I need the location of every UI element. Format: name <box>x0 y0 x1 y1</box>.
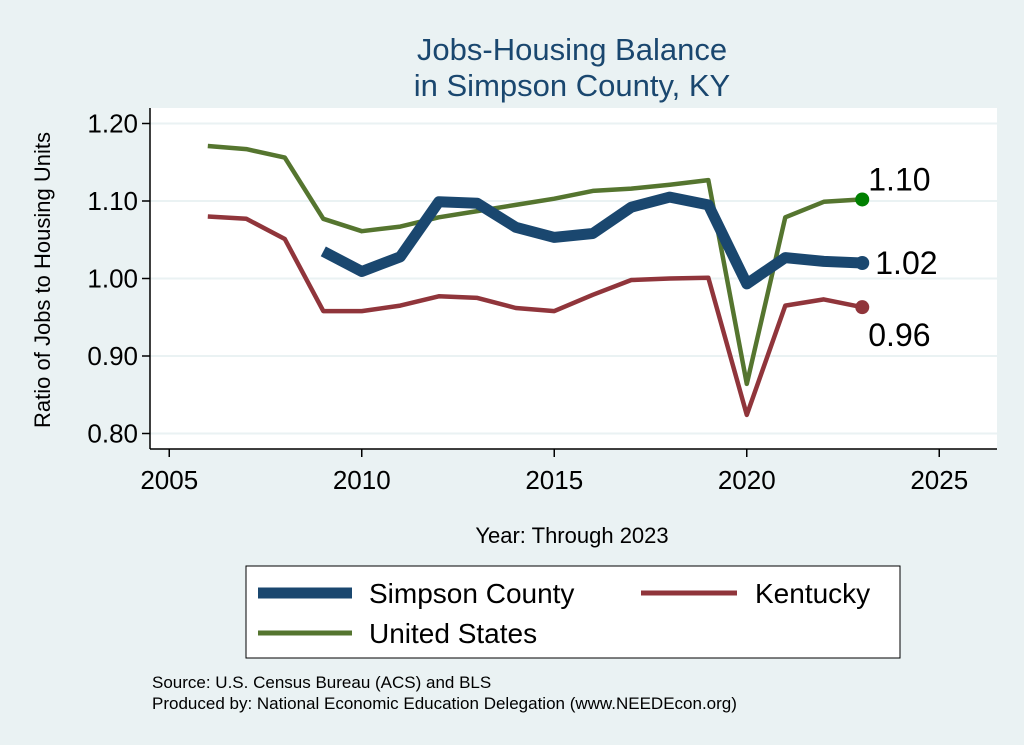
end-marker-kentucky <box>855 300 870 315</box>
end-label-simpson: 1.02 <box>875 245 937 281</box>
y-tick-label-1.10: 1.10 <box>87 186 138 216</box>
y-tick-label-0.80: 0.80 <box>87 419 138 449</box>
axes: 0.80 0.90 1.00 1.10 1.20 2005 2010 2015 2020 2025 <box>87 108 997 495</box>
end-marker-simpson <box>855 256 870 270</box>
series-line-us <box>207 143 863 387</box>
series-lines <box>207 143 863 418</box>
end-label-kentucky: 0.96 <box>868 317 930 353</box>
chart-title-line-1: Jobs-Housing Balance <box>417 32 727 67</box>
legend-label-simpson: Simpson County <box>369 578 574 609</box>
legend-box <box>245 565 901 659</box>
x-tick-label-2010: 2010 <box>333 465 391 495</box>
end-marker-us <box>855 192 870 207</box>
x-axis-label: Year: Through 2023 <box>475 523 668 548</box>
series-line-kentucky <box>207 214 863 418</box>
y-tick-label-1.20: 1.20 <box>87 109 138 139</box>
end-markers: 1.02 0.96 1.10 <box>855 161 938 353</box>
chart-title-line-2: in Simpson County, KY <box>414 68 730 103</box>
y-tick-label-1.00: 1.00 <box>87 264 138 294</box>
end-label-us: 1.10 <box>868 161 930 197</box>
legend: Simpson County Kentucky United States <box>245 565 901 659</box>
source-line: Source: U.S. Census Bureau (ACS) and BLS <box>152 673 491 692</box>
producer-line: Produced by: National Economic Education… <box>152 694 737 713</box>
legend-label-us: United States <box>369 618 537 649</box>
x-tick-label-2015: 2015 <box>525 465 583 495</box>
x-tick-label-2025: 2025 <box>910 465 968 495</box>
x-tick-label-2005: 2005 <box>140 465 198 495</box>
x-tick-label-2020: 2020 <box>718 465 776 495</box>
legend-label-kentucky: Kentucky <box>755 578 870 609</box>
y-axis-label: Ratio of Jobs to Housing Units <box>30 132 55 428</box>
y-tick-label-0.90: 0.90 <box>87 341 138 371</box>
series-line-simpson <box>320 191 863 290</box>
